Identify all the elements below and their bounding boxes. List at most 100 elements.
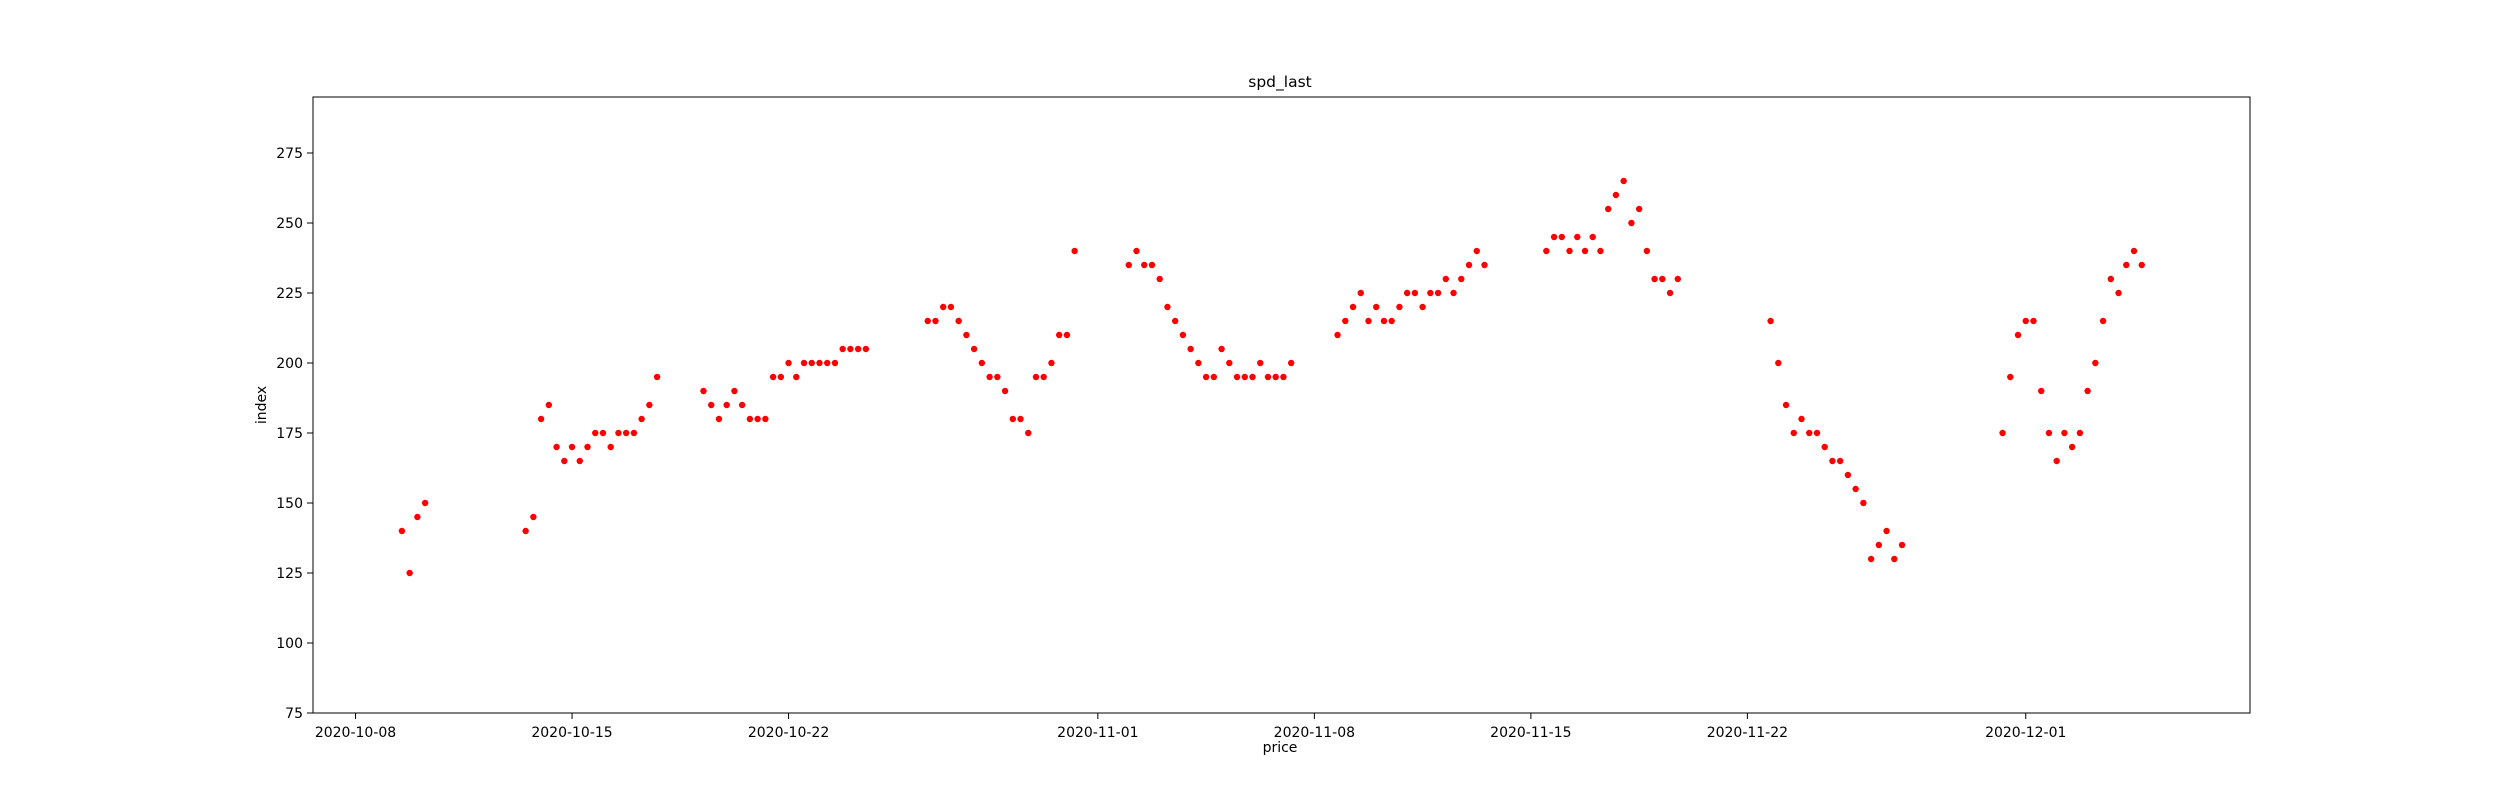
data-point — [746, 415, 754, 423]
data-point — [1767, 317, 1774, 325]
data-point — [847, 345, 854, 353]
data-point — [1450, 289, 1457, 297]
x-tick-label: 2020-11-08 — [1274, 725, 1355, 741]
data-point — [1272, 373, 1279, 381]
data-point — [1836, 457, 1844, 465]
data-point — [1226, 359, 1233, 367]
data-point — [2076, 429, 2084, 437]
data-point — [777, 373, 785, 381]
data-point — [1202, 373, 1210, 381]
data-point — [808, 359, 815, 367]
data-point — [947, 303, 955, 311]
data-point — [638, 415, 645, 423]
data-point — [1852, 485, 1859, 493]
y-tick-label: 125 — [276, 566, 303, 582]
data-point — [2053, 457, 2060, 465]
data-point — [1543, 247, 1550, 255]
data-point — [1357, 289, 1364, 297]
data-point — [2068, 443, 2076, 451]
data-point — [1164, 303, 1171, 311]
data-point — [754, 415, 761, 423]
data-point — [630, 429, 638, 437]
data-point — [2115, 289, 2122, 297]
data-point — [1465, 261, 1473, 269]
data-point — [1666, 289, 1674, 297]
data-point — [2038, 387, 2045, 395]
data-point — [1605, 205, 1612, 213]
data-point — [800, 359, 808, 367]
data-point — [1287, 359, 1295, 367]
data-point — [1643, 247, 1651, 255]
y-tick-label: 225 — [276, 286, 303, 302]
data-point — [607, 443, 614, 451]
data-point — [955, 317, 962, 325]
data-point — [576, 457, 583, 465]
data-point — [615, 429, 622, 437]
y-tick-label: 275 — [276, 146, 303, 162]
data-points — [398, 177, 2145, 577]
data-point — [1844, 471, 1852, 479]
data-point — [785, 359, 792, 367]
data-point — [1017, 415, 1024, 423]
data-point — [1280, 373, 1287, 381]
y-tick-label: 75 — [285, 706, 303, 722]
data-point — [1674, 275, 1681, 283]
x-tick-label: 2020-10-08 — [315, 725, 396, 741]
data-point — [1597, 247, 1604, 255]
data-point — [1860, 499, 1867, 507]
data-point — [1349, 303, 1357, 311]
data-point — [723, 401, 730, 409]
data-point — [1427, 289, 1434, 297]
data-point — [1813, 429, 1821, 437]
data-point — [1434, 289, 1442, 297]
data-point — [1025, 429, 1032, 437]
data-point — [1790, 429, 1797, 437]
data-point — [1171, 317, 1179, 325]
data-point — [978, 359, 986, 367]
data-point — [994, 373, 1001, 381]
data-point — [2099, 317, 2107, 325]
data-point — [622, 429, 630, 437]
data-point — [924, 317, 931, 325]
data-point — [592, 429, 599, 437]
data-point — [1179, 331, 1187, 339]
data-point — [1365, 317, 1372, 325]
data-point — [1388, 317, 1395, 325]
data-point — [398, 527, 406, 535]
chart-title: spd_last — [1248, 73, 1311, 92]
data-point — [2022, 317, 2029, 325]
data-point — [1883, 527, 1890, 535]
data-point — [963, 331, 970, 339]
data-point — [2061, 429, 2068, 437]
x-tick-label: 2020-11-01 — [1057, 725, 1138, 741]
data-point — [700, 387, 707, 395]
data-point — [1458, 275, 1465, 283]
data-point — [1001, 387, 1009, 395]
data-point — [1009, 415, 1016, 423]
data-point — [537, 415, 545, 423]
data-point — [1249, 373, 1256, 381]
data-point — [530, 513, 537, 521]
data-point — [1782, 401, 1790, 409]
data-point — [1798, 415, 1805, 423]
data-point — [1635, 205, 1643, 213]
data-point — [545, 401, 553, 409]
data-point — [1141, 261, 1148, 269]
data-point — [1032, 373, 1040, 381]
data-point — [599, 429, 607, 437]
data-point — [1373, 303, 1380, 311]
data-point — [1241, 373, 1248, 381]
data-point — [940, 303, 947, 311]
data-point — [1148, 261, 1156, 269]
data-point — [1659, 275, 1666, 283]
data-point — [406, 569, 413, 577]
x-tick-label: 2020-10-15 — [531, 725, 612, 741]
data-point — [653, 373, 661, 381]
data-point — [1048, 359, 1055, 367]
data-point — [1055, 331, 1063, 339]
data-point — [646, 401, 653, 409]
y-axis-ticks: 75 100 125 150 175 200 225 250 275 — [276, 146, 313, 722]
data-point — [2123, 261, 2130, 269]
